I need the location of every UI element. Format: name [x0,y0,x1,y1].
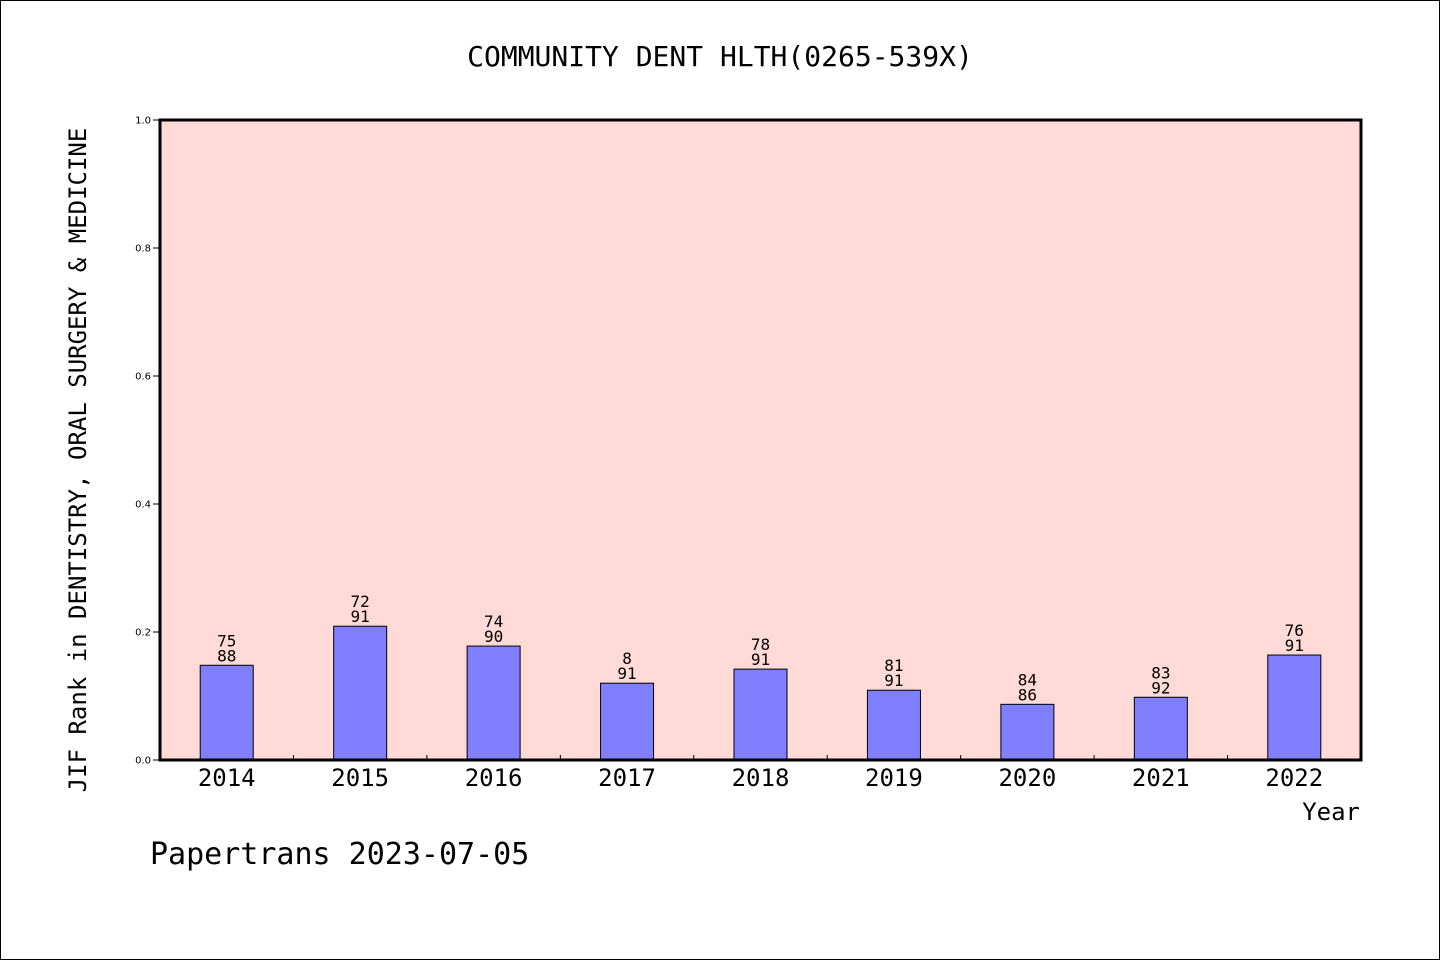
x-tick-label: 2019 [865,764,923,792]
y-tick-label: 0.0 [135,756,151,767]
chart-title: COMMUNITY DENT HLTH(0265-539X) [467,40,973,73]
y-tick-label: 1.0 [135,116,151,127]
bar-total-label: 91 [1285,636,1304,655]
x-tick-label: 2015 [331,764,389,792]
bar-rank-label: 83 [1151,663,1170,682]
bar-rank-label: 78 [751,635,770,654]
bar-total-label: 92 [1151,678,1170,697]
bar-rank-label: 74 [484,612,503,631]
bar-total-label: 90 [484,627,503,646]
bar-total-label: 91 [351,607,370,626]
bar-rank-label: 81 [884,656,903,675]
bar-rank-label: 75 [217,631,236,650]
x-tick-label: 2016 [465,764,523,792]
x-tick-label: 2020 [998,764,1056,792]
bar-2015 [333,625,388,761]
bar-rank-label: 84 [1018,670,1037,689]
bar-2021 [1133,696,1188,761]
bar-total-label: 88 [217,646,236,665]
bar-total-label: 86 [1018,685,1037,704]
y-tick-label: 0.4 [135,500,151,511]
x-tick-label: 2014 [198,764,256,792]
x-tick-label: 2018 [732,764,790,792]
x-tick-label: 2017 [598,764,656,792]
bar-total-label: 91 [884,671,903,690]
x-tick-label: 2021 [1132,764,1190,792]
y-tick-label: 0.8 [135,244,151,255]
y-tick-label: 0.2 [135,628,151,639]
bar-rank-label: 76 [1285,621,1304,640]
x-axis-label: Year [1302,798,1360,826]
x-tick-label: 2022 [1265,764,1323,792]
bar-2014 [199,664,254,761]
bar-2018 [733,668,788,761]
y-tick-label: 0.6 [135,372,151,383]
bar-rank-label: 8 [622,649,632,668]
y-axis-label: JIF Rank in DENTISTRY, ORAL SURGERY & ME… [64,128,92,793]
bar-2019 [866,689,921,761]
bar-2022 [1267,654,1322,761]
bar-total-label: 91 [751,650,770,669]
bar-total-label: 91 [617,664,636,683]
plot-border [158,118,1363,762]
footer-credit: Papertrans 2023-07-05 [150,837,529,872]
bar-rank-label: 72 [351,592,370,611]
bar-2016 [466,645,521,761]
bar-2020 [1000,703,1055,761]
bar-2017 [600,682,655,761]
